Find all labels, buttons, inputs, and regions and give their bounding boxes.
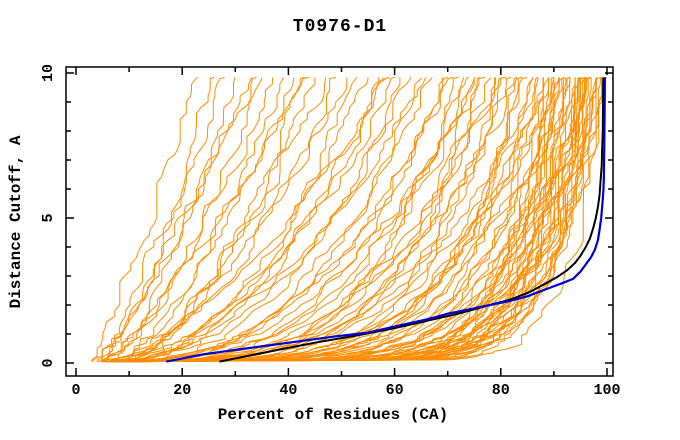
- model-curve: [108, 77, 576, 363]
- model-curve: [109, 77, 284, 363]
- model-curve: [113, 76, 395, 363]
- model-curve: [141, 77, 560, 363]
- x-tick-label: 80: [492, 382, 510, 399]
- model-curve: [115, 76, 358, 363]
- model-curve: [112, 77, 401, 363]
- plot-border: [65, 66, 614, 377]
- y-tick-label: 5: [40, 213, 57, 222]
- model-curve: [124, 77, 502, 363]
- model-curve: [123, 77, 433, 363]
- chart-title: T0976-D1: [293, 17, 387, 37]
- model-curve: [107, 77, 550, 363]
- model-curve: [106, 76, 454, 363]
- y-tick-label: 10: [40, 64, 57, 82]
- model-curve: [134, 77, 603, 363]
- model-curve: [122, 77, 491, 363]
- model-curve: [102, 77, 273, 362]
- x-tick-label: 100: [593, 382, 620, 399]
- model-curve: [105, 76, 337, 363]
- model-curve: [116, 77, 475, 363]
- model-curve: [118, 76, 592, 363]
- model-curves-group: [91, 76, 608, 363]
- model-curve: [113, 76, 581, 363]
- model-curve: [131, 77, 571, 363]
- model-curve: [139, 77, 587, 363]
- model-curve: [125, 77, 555, 363]
- model-curve: [113, 77, 411, 363]
- x-tick-label: 20: [173, 382, 191, 399]
- plot-axes-group: [65, 66, 614, 377]
- model-curve: [134, 76, 523, 363]
- model-curve: [131, 77, 597, 363]
- model-curve: [102, 76, 390, 363]
- x-tick-label: 0: [71, 382, 80, 399]
- model-curve: [138, 77, 544, 363]
- model-curve: [109, 77, 236, 362]
- model-curve: [91, 77, 252, 362]
- model-curve: [123, 77, 518, 363]
- model-curve: [117, 77, 295, 363]
- model-curve: [112, 77, 597, 363]
- x-tick-label: 40: [279, 382, 297, 399]
- model-curve: [123, 76, 448, 363]
- model-curve: [97, 77, 327, 363]
- selected-model-curve: [166, 77, 606, 363]
- y-tick-label: 0: [40, 358, 57, 367]
- model-curve: [101, 77, 380, 363]
- model-curve: [101, 76, 257, 362]
- reference-model-line: [219, 77, 605, 363]
- model-curve: [137, 77, 534, 363]
- model-curve: [118, 77, 475, 363]
- model-curve: [123, 77, 316, 363]
- model-curve: [107, 77, 348, 363]
- tick-labels-group: 0 20 40 60 80 100 0 5 10: [40, 64, 621, 399]
- model-curve: [102, 77, 385, 363]
- model-curve: [136, 77, 587, 363]
- model-curve: [129, 77, 443, 363]
- model-curve: [129, 76, 586, 363]
- model-curve: [108, 77, 427, 363]
- x-axis-label: Percent of Residues (CA): [218, 406, 448, 424]
- reference-model-curve: [219, 77, 605, 363]
- model-curve: [106, 77, 597, 363]
- x-tick-label: 60: [386, 382, 404, 399]
- model-curve: [123, 77, 597, 363]
- y-axis-label: Distance Cutoff, A: [7, 135, 25, 308]
- model-curve: [102, 76, 225, 362]
- model-curve: [102, 77, 539, 363]
- model-curve: [91, 76, 199, 362]
- model-curve: [97, 77, 263, 363]
- model-curve: [102, 76, 310, 363]
- model-curve: [132, 76, 507, 363]
- model-curve: [128, 76, 586, 363]
- selected-model-line: [166, 77, 606, 363]
- model-curve: [132, 76, 512, 363]
- model-curve: [110, 76, 570, 363]
- model-curve: [143, 77, 603, 363]
